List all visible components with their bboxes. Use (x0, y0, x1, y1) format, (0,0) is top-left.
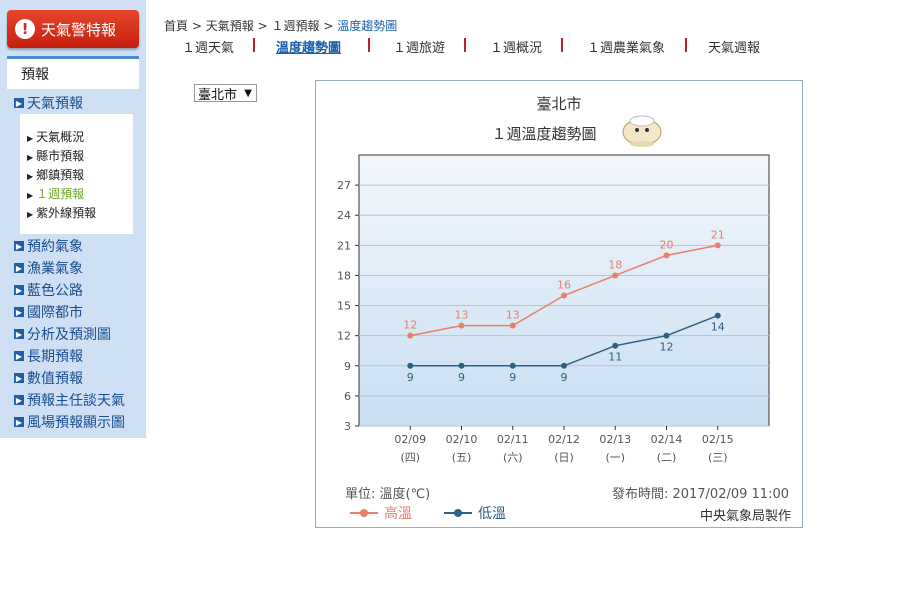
sidebar-item-label: 數值預報 (27, 371, 83, 387)
forecast-submenu: ▶ 天氣概況 ▶ 縣市預報 ▶ 鄉鎮預報 ▶ １週預報 ▶ 紫外線預報 (20, 114, 133, 234)
arrow-box-icon: ▶ (14, 373, 24, 383)
legend-dot-marker (360, 509, 368, 517)
arrow-box-icon: ▶ (14, 417, 24, 427)
sidebar-item-analysis[interactable]: ▶ 分析及預測圖 (14, 324, 111, 344)
submenu-label: １週預報 (36, 187, 85, 201)
warning-icon: ! (15, 19, 35, 39)
triangle-right-icon: ▶ (27, 134, 34, 143)
arrow-box-icon: ▶ (14, 285, 24, 295)
chart-title: １週溫度趨勢圖 (491, 125, 597, 143)
sidebar-item-label: 漁業氣象 (27, 261, 83, 277)
sidebar: ! 天氣警特報 預報 ▶ 天氣預報 ▶ 天氣概況 ▶ 縣市預報 ▶ 鄉鎮預報 ▶ １週預… (0, 0, 146, 438)
weather-warning-button[interactable]: ! 天氣警特報 (7, 10, 139, 48)
arrow-box-icon: ▶ (14, 395, 24, 405)
tab-weekly-weather[interactable]: １週天氣 (182, 41, 235, 56)
sidebar-item-wind-field[interactable]: ▶ 風場預報顯示圖 (14, 412, 125, 432)
legend-label-low: 低溫 (478, 506, 506, 522)
breadcrumb-home[interactable]: 首頁 (164, 19, 189, 33)
sidebar-item-label: 分析及預測圖 (27, 327, 111, 343)
legend-line-marker (350, 509, 378, 517)
sidebar-item-director-talk[interactable]: ▶ 預報主任談天氣 (14, 390, 125, 410)
sidebar-item-fishery[interactable]: ▶ 漁業氣象 (14, 258, 83, 278)
sidebar-item-label: 預報主任談天氣 (27, 393, 125, 409)
tab-separator (685, 38, 687, 52)
legend-line-marker (444, 509, 472, 517)
breadcrumb-weather-forecast[interactable]: 天氣預報 (205, 19, 254, 33)
breadcrumb-current: 溫度趨勢圖 (337, 19, 398, 33)
dropdown-arrow-icon: ▼ (244, 87, 252, 99)
chart-panel (315, 80, 803, 528)
tab-weekly-overview[interactable]: １週概況 (490, 41, 543, 56)
submenu-item-overview[interactable]: ▶ 天氣概況 (27, 128, 84, 145)
tab-weekly-travel[interactable]: １週旅遊 (393, 41, 446, 56)
tab-separator (253, 38, 255, 52)
breadcrumb-separator: > (323, 19, 334, 33)
chart-city: 臺北市 (536, 95, 582, 113)
sidebar-item-label: 藍色公路 (27, 283, 83, 299)
triangle-right-icon: ▶ (27, 172, 34, 181)
breadcrumb-separator: > (191, 19, 202, 33)
sidebar-item-international[interactable]: ▶ 國際都市 (14, 302, 83, 322)
arrow-box-icon: ▶ (14, 98, 24, 108)
submenu-item-weekly[interactable]: ▶ １週預報 (27, 185, 84, 202)
breadcrumb-weekly[interactable]: １週預報 (271, 19, 320, 33)
tab-temperature-trend[interactable]: 溫度趨勢圖 (276, 41, 342, 56)
sidebar-item-label: 風場預報顯示圖 (27, 415, 125, 431)
chart-legend: 高溫 低溫 (350, 503, 538, 523)
legend-dot-marker (454, 509, 462, 517)
submenu-item-township[interactable]: ▶ 鄉鎮預報 (27, 166, 84, 183)
submenu-item-county[interactable]: ▶ 縣市預報 (27, 147, 84, 164)
issue-time: 發布時間: 2017/02/09 11:00 (611, 487, 789, 502)
submenu-label: 天氣概況 (36, 130, 85, 144)
sidebar-item-label: 預約氣象 (27, 239, 83, 255)
sidebar-item-label: 長期預報 (27, 349, 83, 365)
sidebar-item-label: 天氣預報 (27, 96, 83, 112)
sidebar-item-blue-highway[interactable]: ▶ 藍色公路 (14, 280, 83, 300)
tab-separator (464, 38, 466, 52)
submenu-label: 紫外線預報 (36, 206, 97, 220)
arrow-box-icon: ▶ (14, 329, 24, 339)
breadcrumb-separator: > (257, 19, 268, 33)
triangle-right-icon: ▶ (27, 191, 34, 200)
tab-weekly-agriculture[interactable]: １週農業氣象 (587, 41, 666, 56)
arrow-box-icon: ▶ (14, 263, 24, 273)
arrow-box-icon: ▶ (14, 241, 24, 251)
sidebar-item-numerical[interactable]: ▶ 數值預報 (14, 368, 83, 388)
sidebar-item-label: 國際都市 (27, 305, 83, 321)
triangle-right-icon: ▶ (27, 153, 34, 162)
tab-separator (368, 38, 370, 52)
submenu-label: 縣市預報 (36, 149, 85, 163)
weather-warning-label: 天氣警特報 (41, 20, 117, 39)
tab-separator (561, 38, 563, 52)
city-select[interactable]: 臺北市 ▼ (194, 84, 257, 103)
triangle-right-icon: ▶ (27, 210, 34, 219)
submenu-label: 鄉鎮預報 (36, 168, 85, 182)
sidebar-item-long-term[interactable]: ▶ 長期預報 (14, 346, 83, 366)
legend-item-high: 高溫 (350, 503, 412, 523)
sidebar-item-weather-forecast[interactable]: ▶ 天氣預報 (14, 93, 83, 113)
legend-item-low: 低溫 (444, 503, 506, 523)
city-select-value: 臺北市 (198, 87, 238, 103)
submenu-item-uv[interactable]: ▶ 紫外線預報 (27, 204, 96, 221)
arrow-box-icon: ▶ (14, 351, 24, 361)
sidebar-item-appointment[interactable]: ▶ 預約氣象 (14, 236, 83, 256)
breadcrumb: 首頁 > 天氣預報 > １週預報 > 溫度趨勢圖 (164, 17, 397, 34)
arrow-box-icon: ▶ (14, 307, 24, 317)
unit-label: 單位: 溫度(℃) (345, 487, 431, 502)
legend-label-high: 高溫 (384, 506, 412, 522)
credit-label: 中央氣象局製作 (699, 509, 791, 524)
tab-weather-weekly-report[interactable]: 天氣週報 (708, 41, 761, 56)
forecast-header: 預報 (7, 56, 139, 89)
